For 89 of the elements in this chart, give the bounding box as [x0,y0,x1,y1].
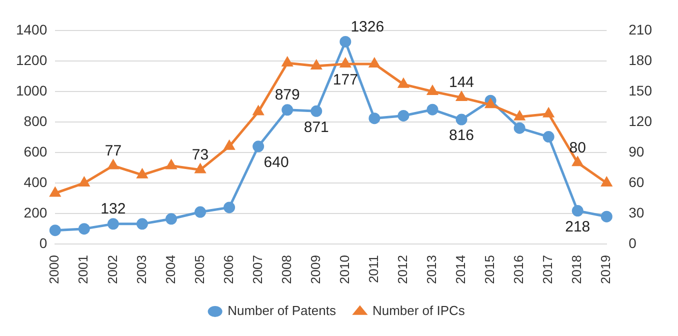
point [340,58,351,68]
y2-tick-label: 120 [628,112,652,129]
point [310,105,322,117]
point [398,110,410,122]
point [398,78,409,88]
point [514,111,525,120]
point [50,187,60,197]
point [49,224,61,236]
x-tick-label: 2012 [395,255,410,284]
x-tick-label: 2016 [511,255,526,284]
x-tick-label: 2019 [598,255,614,284]
y2-tick-label: 90 [628,143,644,160]
point [485,98,496,108]
x-tick-label: 2010 [336,255,352,284]
data-label: 871 [304,118,329,136]
y-tick-label: 400 [24,174,48,190]
data-label: 1326 [350,18,384,36]
point [282,104,294,116]
x-tick-label: 2017 [540,255,556,284]
point [456,92,467,102]
point [427,86,438,95]
legend-label: Number of Patents [228,303,336,318]
x-tick-label: 2001 [76,255,91,284]
point [542,131,554,143]
point [601,177,612,187]
point [78,223,90,235]
y-tick-label: 0 [39,234,48,251]
point [340,36,352,48]
x-tick-label: 2006 [220,255,236,284]
data-label: 218 [565,218,590,236]
x-tick-label: 2011 [366,255,382,284]
point [456,114,468,126]
point [166,213,177,225]
x-tick-label: 2009 [308,255,323,284]
x-tick-label: 2003 [134,255,149,284]
point [253,106,264,116]
y-tick-label: 1200 [16,52,48,68]
legend-label: Number of IPCs [372,303,466,318]
point [224,140,234,150]
point [543,108,554,118]
y2-tick-label: 180 [628,52,652,68]
x-tick-label: 2014 [453,255,468,284]
point [166,160,176,170]
point [369,58,380,68]
y-tick-label: 800 [24,112,48,129]
point [137,169,148,178]
point [194,206,206,218]
y-tick-label: 1000 [16,82,48,98]
point [224,202,236,214]
data-label: 144 [448,74,474,92]
y2-tick-label: 210 [628,21,652,38]
y2-tick-label: 150 [628,82,652,98]
y2-tick-label: 0 [628,234,637,251]
data-label: 640 [264,154,289,172]
point [282,57,292,66]
x-tick-label: 2008 [278,255,294,284]
data-label: 879 [274,86,300,104]
y-tick-label: 200 [24,204,48,220]
point [108,160,118,170]
point [195,164,206,174]
point [252,140,264,152]
y2-tick-label: 30 [628,204,644,220]
data-label: 80 [569,139,586,156]
data-label: 132 [100,200,126,218]
x-tick-label: 2004 [162,255,178,284]
x-tick-label: 2013 [424,255,440,284]
point [136,218,148,230]
point [79,177,90,187]
data-label: 77 [104,142,122,160]
point [426,104,438,116]
x-tick-label: 2002 [104,255,120,284]
y2-tick-label: 60 [628,174,644,190]
point [572,205,584,217]
point [311,60,322,70]
x-tick-label: 2007 [250,255,265,284]
data-label: 816 [448,127,474,144]
data-label: 73 [192,146,209,164]
x-tick-label: 2000 [46,255,62,284]
point [600,210,612,222]
point [514,122,526,134]
x-tick-label: 2018 [569,255,584,284]
x-tick-label: 2005 [192,255,207,284]
x-tick-label: 2015 [482,255,498,284]
point [572,156,583,166]
data-label: 177 [332,72,358,89]
point [368,112,380,124]
y-tick-label: 600 [24,143,48,160]
y-tick-label: 1400 [16,21,48,38]
point [107,218,119,230]
